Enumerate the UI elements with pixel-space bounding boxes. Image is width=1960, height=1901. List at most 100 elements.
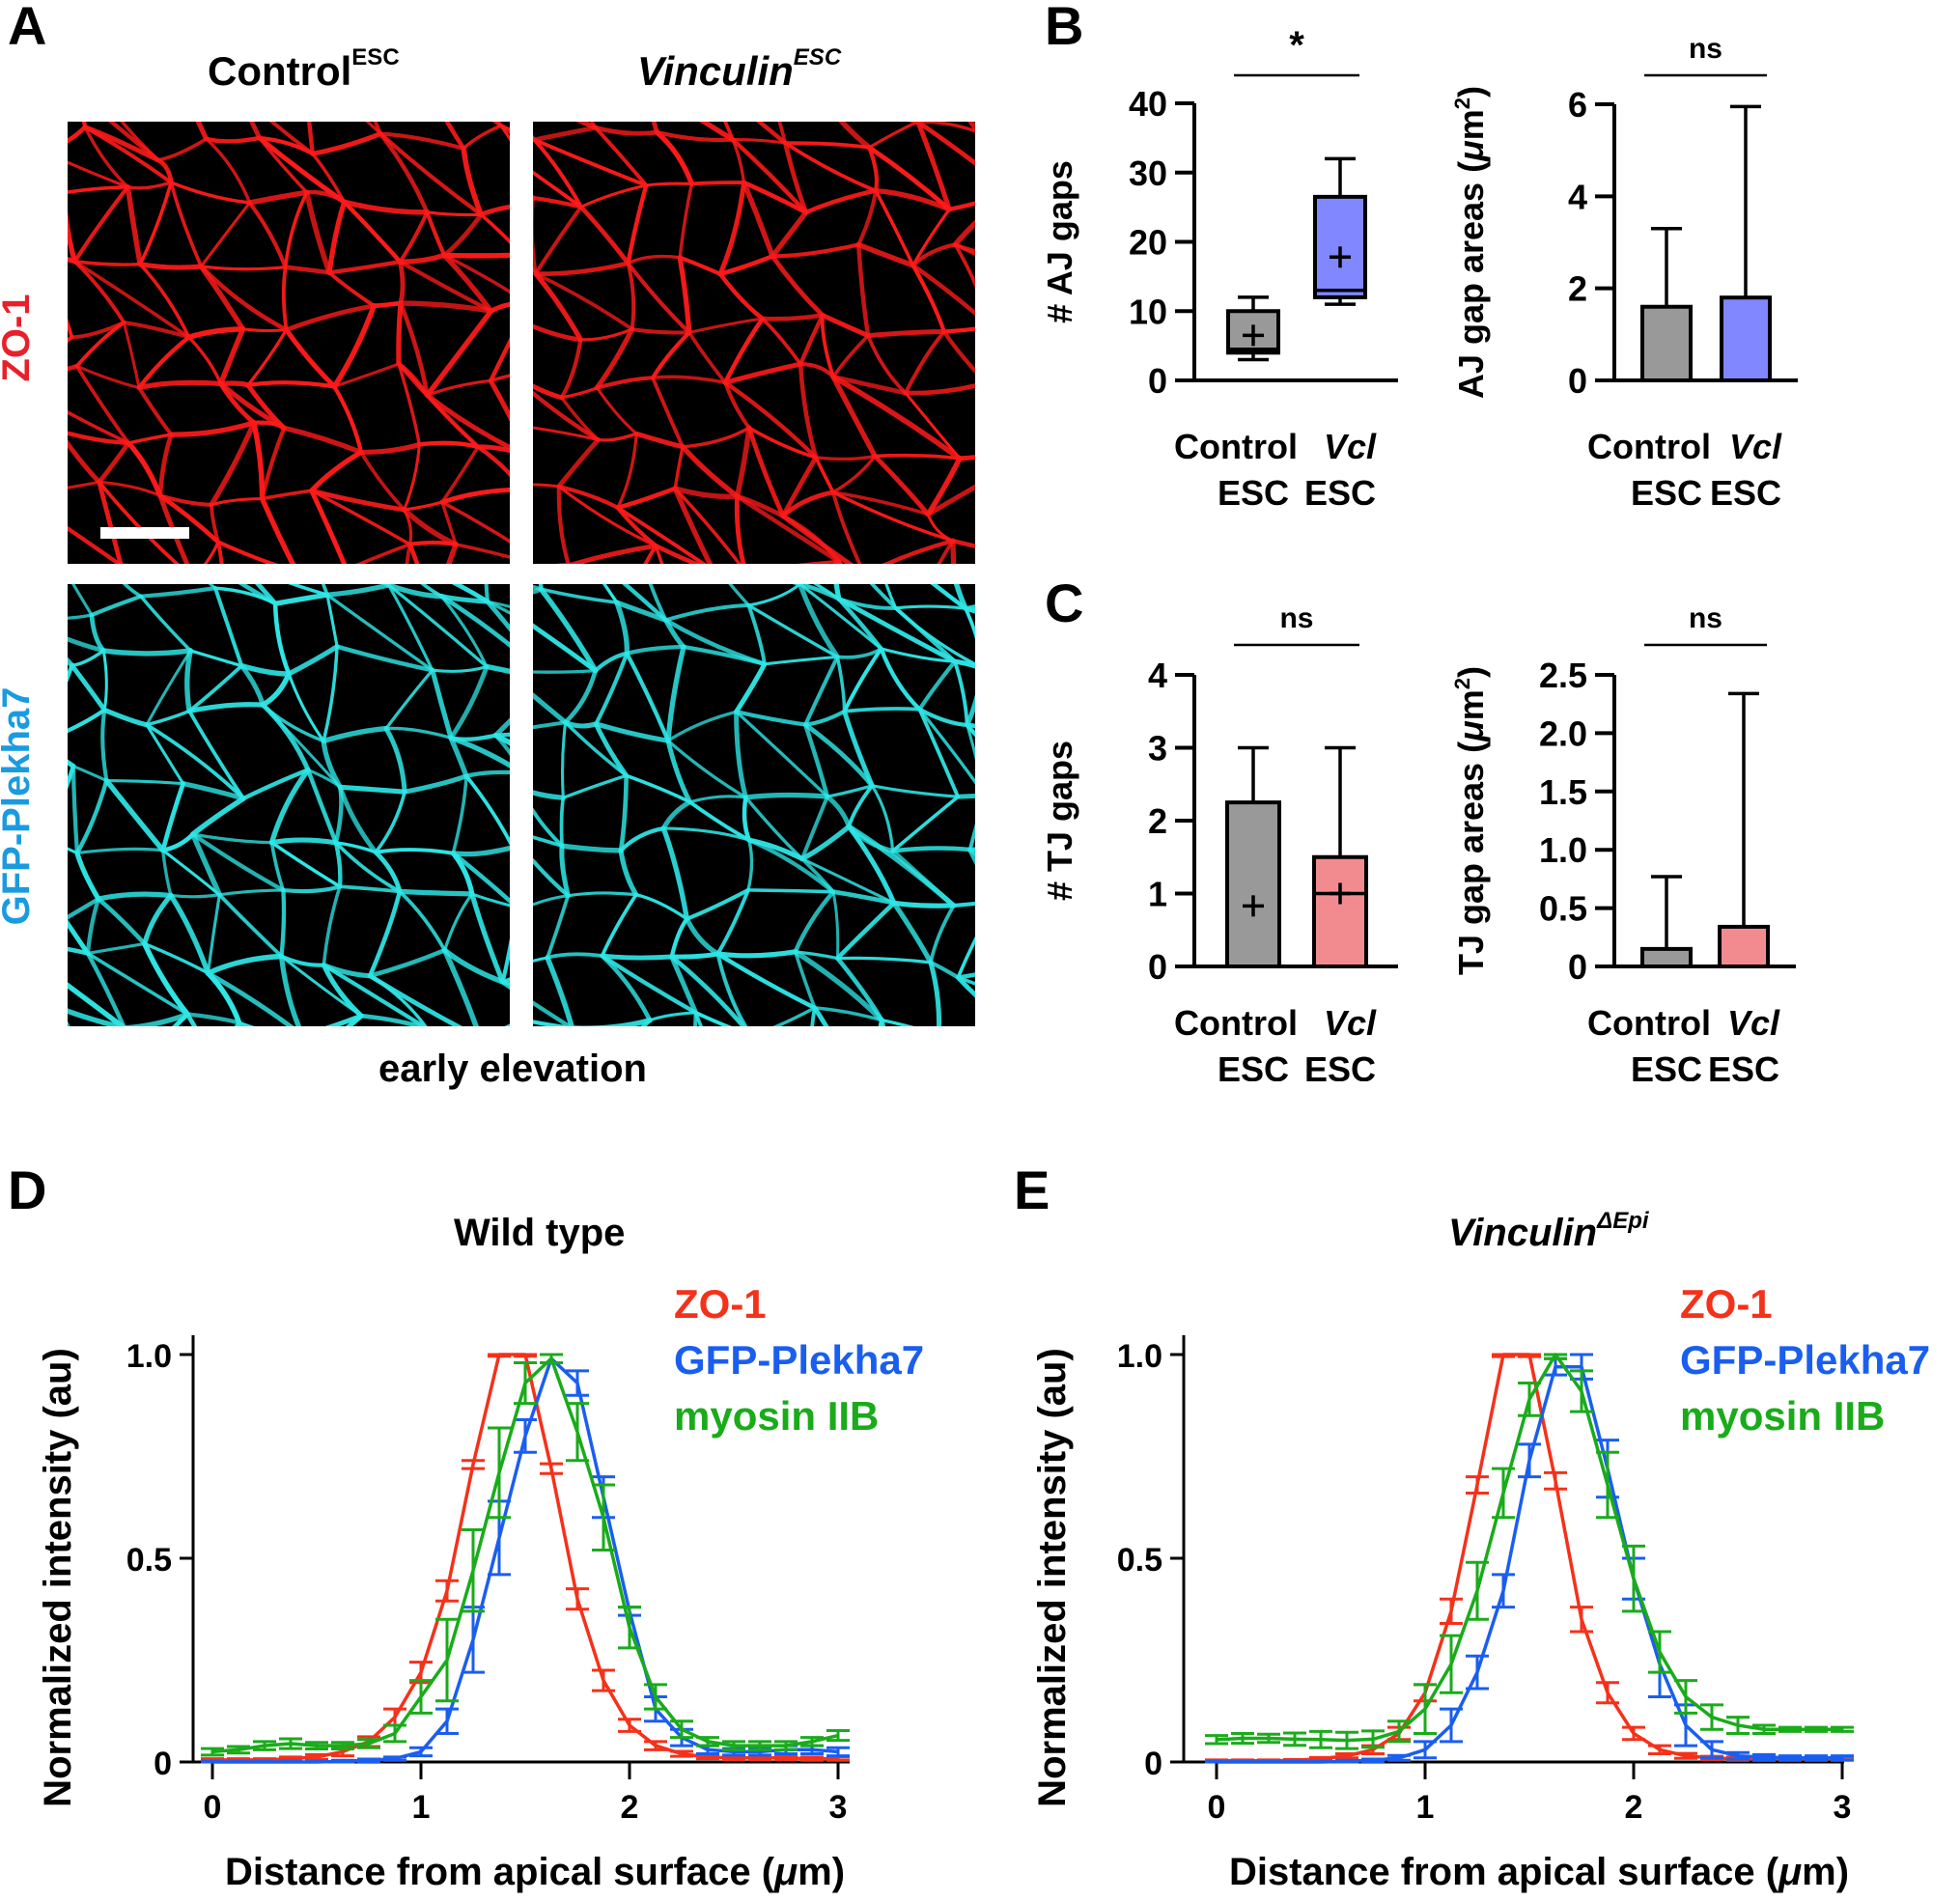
cell-junction [426,378,492,397]
y-tick-label: 4 [1148,656,1167,695]
cell-junction [967,823,975,852]
cell-junction [831,489,862,564]
cell-junction [384,726,453,740]
cell-junction [742,795,752,843]
cell-junction [746,838,754,892]
cell-junction [953,242,975,257]
cell-junction [136,379,224,391]
cell-junction [440,500,510,544]
cell-junction [269,840,342,889]
cell-junction [722,316,766,385]
cell-junction [783,141,872,150]
cell-junction [260,426,287,501]
cell-junction [615,486,678,511]
cell-junction [269,840,286,892]
bar [1720,295,1772,383]
cell-junction [687,795,747,804]
cell-junction [826,784,874,798]
cell-junction [169,181,252,205]
chart-aj-gap-areas: ns 0 2 4 6 AJ gap areas (μm2) Control ESC Vcl ESC [1450,33,1798,513]
cell-junction [810,1005,817,1026]
cell-junction [261,703,342,789]
cell-junction [139,594,193,653]
cell-junction [755,122,788,146]
cell-junction [673,445,685,490]
cell-junction [867,145,880,193]
y-tick-label: 0.5 [1117,1542,1162,1579]
cell-junction [74,364,130,445]
cell-junction [374,848,456,855]
cell-junction [441,211,484,258]
category-label-line2: ESC [1708,1049,1779,1081]
cell-junction [533,720,568,730]
y-tick-label: 20 [1129,223,1167,263]
cell-junction [600,892,638,958]
cell-junction [593,126,649,187]
cell-junction [578,327,634,342]
cell-junction [485,599,510,632]
cell-junction [594,651,630,726]
cell-junction [97,479,124,564]
cell-junction [68,946,91,956]
cell-junction [143,941,210,975]
cell-junction [402,773,469,795]
cell-junction [181,781,246,801]
cell-junction [442,892,474,952]
cell-junction [926,513,955,543]
cell-junction [470,892,510,908]
significance-label: ns [1279,602,1313,634]
cell-junction [831,333,870,379]
cell-junction [345,1013,364,1026]
y-axis-label: # AJ gaps [1043,160,1079,323]
cell-junction [403,442,421,512]
cell-junction [385,584,444,600]
category-label-line1: Vcl [1729,427,1782,466]
cell-junction [68,480,101,489]
x-tick-label: 3 [829,1789,848,1826]
cell-junction [374,790,406,854]
cell-junction [101,707,150,728]
cell-junction [184,648,193,714]
cell-junction [618,773,630,853]
cell-junction [533,205,583,276]
cell-junction [70,764,80,855]
cell-junction [334,644,435,673]
cell-junction [917,659,958,712]
cell-junction [803,188,879,215]
cell-junction [563,668,599,725]
cell-junction [373,122,383,136]
cell-junction [70,662,107,713]
cell-junction [545,955,574,1026]
x-tick-label: 1 [1416,1789,1435,1826]
cell-junction [967,847,975,866]
cell-junction [309,449,364,493]
cell-junction [763,655,839,666]
cell-junction [661,826,751,842]
cell-junction [546,952,604,960]
cell-junction [715,887,750,956]
cell-junction [398,300,494,314]
cell-junction [333,840,343,889]
cell-junction [145,709,191,727]
y-tick-label: 2.0 [1539,713,1587,753]
cell-junction [475,444,510,454]
cell-junction [287,672,325,743]
cell-junction [486,600,510,608]
cell-junction [952,219,975,248]
cell-junction [499,124,510,142]
cell-junction [937,539,955,564]
y-tick-label: 1.0 [1539,830,1587,870]
cell-junction [259,495,296,564]
cell-junction [120,122,160,162]
cell-junction [533,196,538,276]
cell-junction [342,200,403,265]
cell-junction [559,337,583,400]
cell-junction [618,848,639,898]
cell-junction [398,889,447,953]
cell-junction [654,129,695,186]
cell-junction [593,125,659,136]
scale-bar [100,527,189,539]
cell-junction [268,837,339,846]
cell-junction [798,361,819,461]
cell-junction [814,456,835,494]
